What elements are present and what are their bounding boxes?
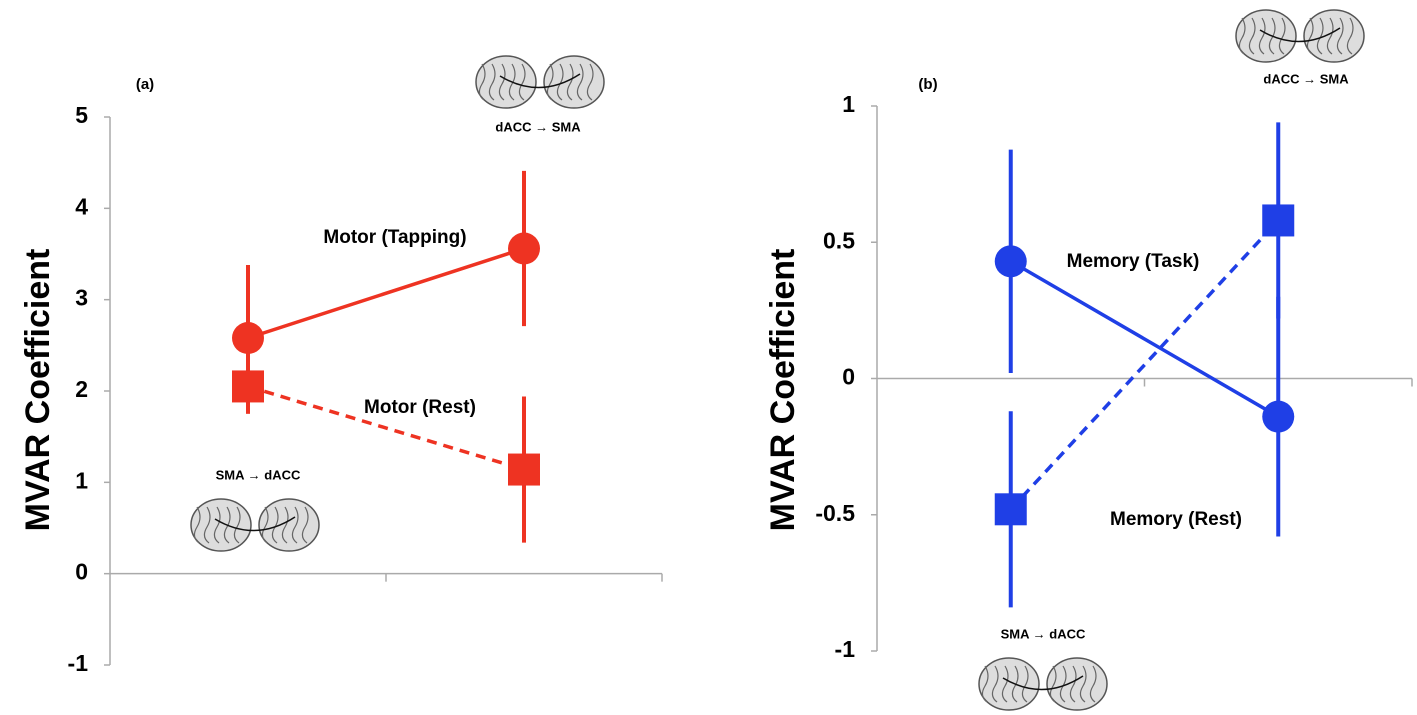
brain-fold [981,665,989,703]
brain-fold [508,63,516,101]
brain-lobe [1046,657,1108,711]
brain-fold [1258,17,1266,55]
brain-fold [281,506,289,544]
data-point [232,322,264,355]
brain-fold [203,506,211,544]
y-tick-label: 1 [842,91,855,117]
brain-fold [233,506,241,544]
series-line [1009,259,1280,419]
brain-lobe [978,657,1040,711]
brain-icon [978,657,1108,711]
brain-fold [488,63,496,101]
brain-fold [518,63,526,101]
series-label: Motor (Rest) [364,397,476,418]
y-tick-label: -0.5 [815,500,855,526]
brain-fold [1346,17,1354,55]
data-point [994,245,1027,278]
brain-fold [1238,17,1246,55]
brain-fold [1001,665,1009,703]
brain-link [214,516,296,532]
brain-fold [261,506,269,544]
brain-fold [991,665,999,703]
brain-fold [291,506,299,544]
brain-fold [1306,17,1314,55]
brain-fold [301,506,309,544]
series-label: Memory (Task) [1067,251,1200,272]
brain-fold [1326,17,1334,55]
brain-icon [190,498,320,552]
annotation: dACC → SMA [495,119,581,134]
brain-fold [193,506,201,544]
brain-lobe [258,498,320,552]
y-tick-label: 5 [75,102,88,128]
data-point [508,232,540,265]
y-tick-label: 4 [75,193,88,219]
brain-fold [1278,17,1286,55]
brain-fold [1089,665,1097,703]
y-tick-label: 2 [75,376,88,402]
brain-fold [1021,665,1029,703]
brain-fold [1268,17,1276,55]
brain-link [1259,27,1341,43]
y-tick-label: -1 [68,650,89,676]
data-point [994,493,1027,526]
panel-label: (b) [918,76,937,93]
brain-fold [1069,665,1077,703]
brain-fold [546,63,554,101]
brain-fold [1248,17,1256,55]
brain-lobe [1235,9,1297,63]
y-tick-label: 0 [842,364,855,390]
brain-fold [1336,17,1344,55]
series-label: Motor (Tapping) [323,227,466,248]
y-tick-label: 3 [75,285,88,311]
brain-fold [478,63,486,101]
brain-fold [586,63,594,101]
data-point [1262,204,1295,237]
y-axis-label: MVAR Coefficient [19,249,57,532]
brain-lobe [190,498,252,552]
series-line [247,246,525,340]
annotation: SMA → dACC [1001,626,1086,641]
y-tick-label: 1 [75,467,88,493]
brain-fold [1079,665,1087,703]
data-point [1262,400,1295,433]
annotation: dACC → SMA [1263,71,1349,86]
brain-fold [1011,665,1019,703]
y-axis-label: MVAR Coefficient [764,249,802,532]
brain-fold [1049,665,1057,703]
brain-icon [1235,9,1365,63]
brain-lobe [1303,9,1365,63]
y-tick-label: 0.5 [823,227,855,253]
brain-fold [498,63,506,101]
panel-label: (a) [136,76,154,93]
brain-fold [223,506,231,544]
brain-link [1002,675,1084,691]
annotation: SMA → dACC [216,467,301,482]
data-point [232,370,264,403]
brain-fold [576,63,584,101]
series-line [247,384,525,472]
brain-icon [475,55,605,109]
brain-fold [566,63,574,101]
series-label: Memory (Rest) [1110,509,1242,530]
y-tick-label: -1 [835,636,856,662]
brain-lobe [475,55,537,109]
y-tick-label: 0 [75,559,88,585]
brain-link [499,73,581,89]
brain-fold [213,506,221,544]
data-point [508,453,540,486]
brain-lobe [543,55,605,109]
series-line [1009,219,1280,511]
